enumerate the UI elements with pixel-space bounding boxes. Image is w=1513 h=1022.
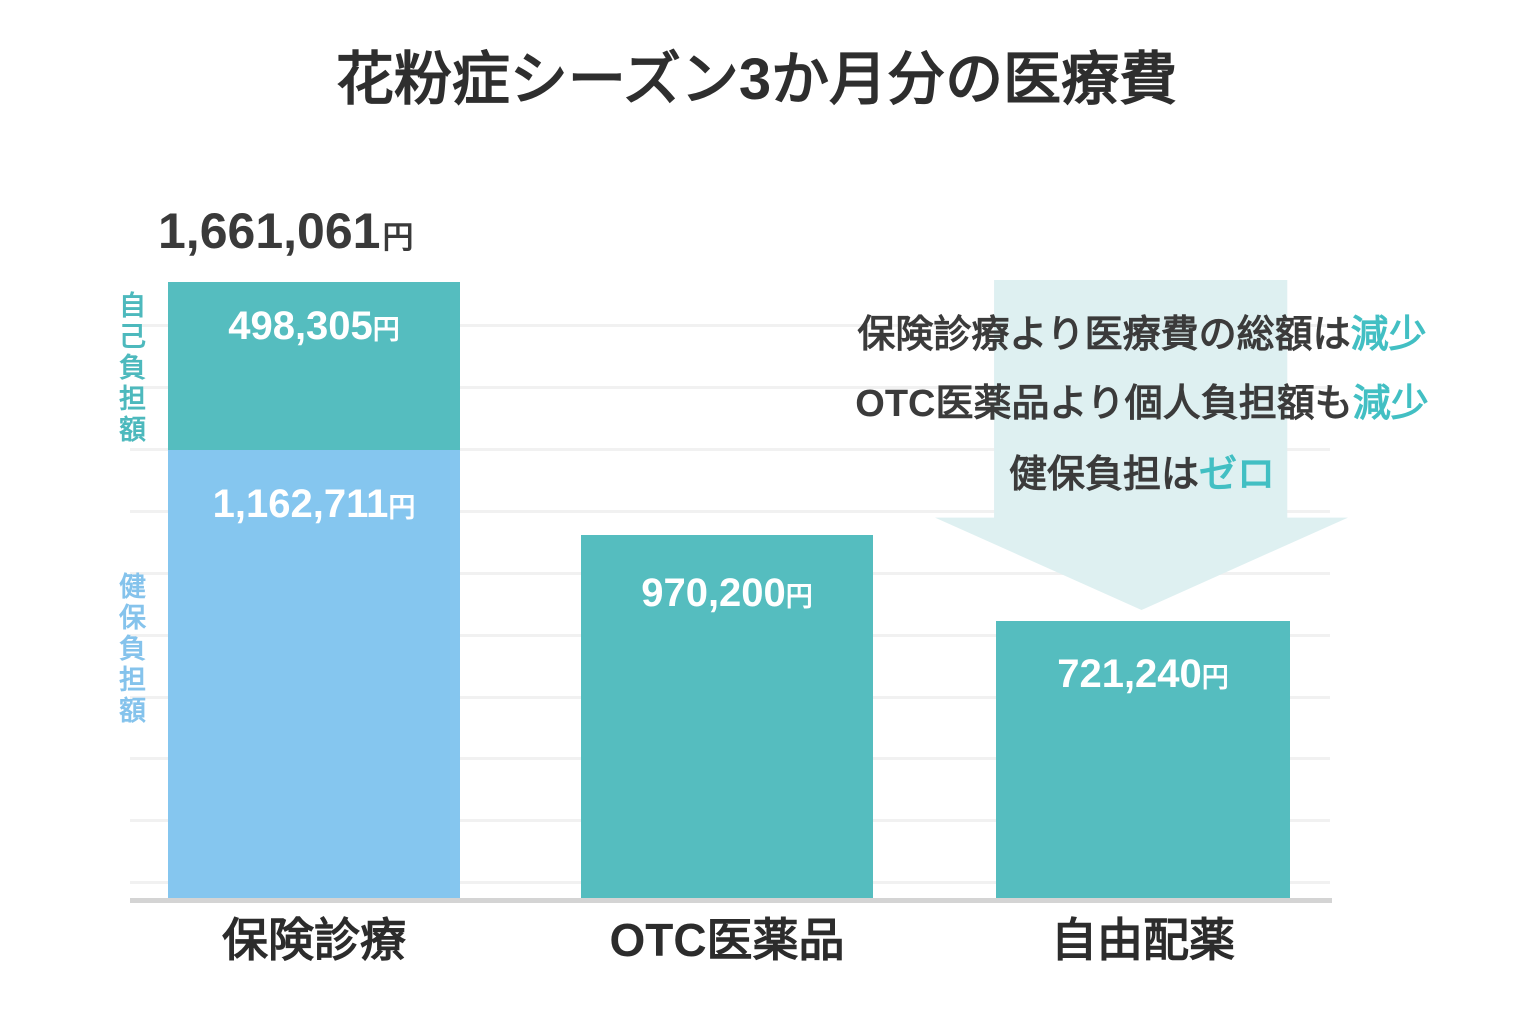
bar-value-label: 970,200円 [641, 571, 813, 615]
total-amount-value: 1,661,061 [158, 203, 381, 259]
total-amount-label: 1,661,061円 [158, 206, 413, 256]
annotation-line-1: 保険診療より医療費の総額は減少 [857, 314, 1427, 356]
total-amount-unit: 円 [382, 220, 414, 255]
gridline [130, 386, 1330, 389]
bar-hoken-self-pay-segment: 498,305円 [168, 282, 460, 450]
y-group-label-self-pay: 自己負担額 [115, 291, 145, 446]
annotation-accent: 減少 [1352, 383, 1429, 425]
category-label-hoken: 保険診療 [222, 914, 406, 966]
category-label-otc: OTC医薬品 [609, 914, 845, 966]
x-axis-line [130, 898, 1332, 903]
bar-hoken-insurer-pay-segment: 1,162,711円 [168, 450, 460, 898]
annotation-line-2: OTC医薬品より個人負担額も減少 [855, 383, 1429, 425]
gridline [130, 324, 1330, 327]
category-label-jiyu: 自由配薬 [1051, 914, 1235, 966]
annotation-accent: 減少 [1350, 314, 1427, 356]
bar-value-label: 1,162,711円 [212, 482, 416, 526]
bar-jiyu-segment: 721,240円 [996, 621, 1290, 898]
annotation-line-3: 健保負担はゼロ [1008, 454, 1276, 496]
bar-value-label: 721,240円 [1057, 652, 1229, 696]
annotation-accent: ゼロ [1199, 454, 1276, 496]
gridline [130, 448, 1330, 451]
bar-value-label: 498,305円 [228, 304, 400, 348]
gridline [130, 510, 1330, 513]
page-title: 花粉症シーズン3か月分の医療費 [335, 47, 1178, 112]
y-group-label-insurer-pay: 健保負担額 [115, 572, 145, 727]
bar-otc-segment: 970,200円 [581, 535, 873, 898]
